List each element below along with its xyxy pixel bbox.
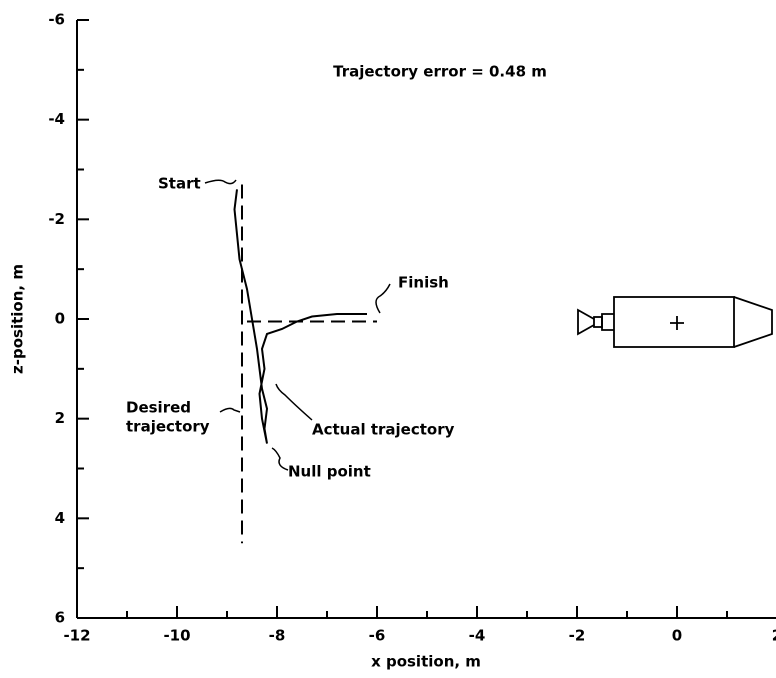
annotation: trajectory: [126, 418, 210, 436]
x-tick-label: -12: [63, 627, 90, 645]
x-tick-label: -6: [369, 627, 386, 645]
spacecraft: [577, 296, 773, 348]
annotation: Desired: [126, 399, 191, 417]
x-tick-label: -2: [569, 627, 586, 645]
annotation: Actual trajectory: [312, 421, 455, 439]
y-tick-label: -4: [48, 110, 65, 128]
y-tick-label: -6: [48, 11, 65, 29]
leader: [375, 283, 391, 314]
leader: [271, 447, 289, 471]
y-tick-label: -2: [48, 210, 65, 228]
y-axis-label: z-position, m: [9, 264, 27, 374]
y-tick-label: 2: [55, 409, 65, 427]
series-line: [233, 189, 367, 444]
leader: [275, 383, 313, 421]
leader: [219, 407, 241, 413]
annotation: Finish: [398, 274, 449, 292]
x-tick-label: -10: [163, 627, 190, 645]
leader: [204, 179, 237, 185]
y-tick-label: 0: [55, 310, 65, 328]
x-tick-label: -4: [469, 627, 486, 645]
series-line: [241, 184, 377, 544]
x-tick-label: -8: [269, 627, 286, 645]
chart-title: Trajectory error = 0.48 m: [333, 63, 547, 81]
x-tick-label: 2: [772, 627, 776, 645]
x-axis-label: x position, m: [371, 653, 481, 671]
annotation: Start: [158, 175, 201, 193]
y-tick-label: 6: [55, 609, 65, 627]
annotation: Null point: [288, 463, 371, 481]
y-tick-label: 4: [55, 509, 65, 527]
x-tick-label: 0: [672, 627, 682, 645]
